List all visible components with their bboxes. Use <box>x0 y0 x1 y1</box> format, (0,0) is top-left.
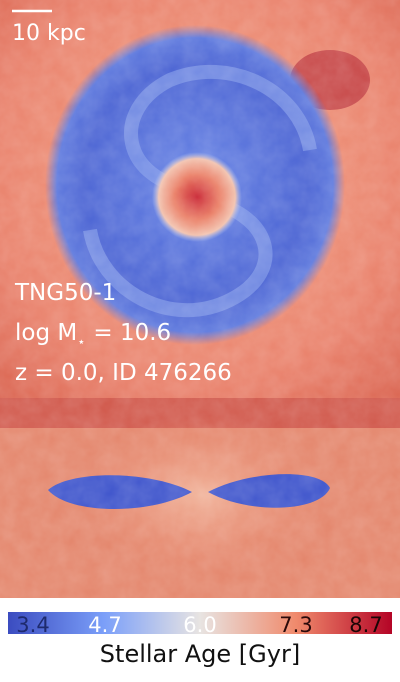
scale-label: 10 kpc <box>12 21 86 46</box>
colorbar-label: Stellar Age [Gyr] <box>100 640 300 668</box>
colorbar-tick-label: 7.3 <box>279 613 312 637</box>
mass-label: log M⋆ = 10.6 <box>15 320 171 350</box>
colorbar-tick-label: 8.7 <box>349 613 382 637</box>
simulation-label: TNG50-1 <box>14 280 116 306</box>
edge-on-map <box>0 398 400 598</box>
mass-subscript: ⋆ <box>77 335 85 350</box>
colorbar-tick-label: 6.0 <box>183 613 216 637</box>
colorbar-tick-label: 4.7 <box>88 613 121 637</box>
colorbar-ticks: 3.4 4.7 6.0 7.3 8.7 <box>16 613 382 637</box>
colorbar <box>8 612 392 634</box>
face-on-map <box>0 0 400 398</box>
colorbar-tick-label: 3.4 <box>16 613 49 637</box>
mass-suffix: = 10.6 <box>93 320 171 346</box>
id-label: z = 0.0, ID 476266 <box>15 360 232 386</box>
mass-prefix: log M <box>15 320 77 346</box>
